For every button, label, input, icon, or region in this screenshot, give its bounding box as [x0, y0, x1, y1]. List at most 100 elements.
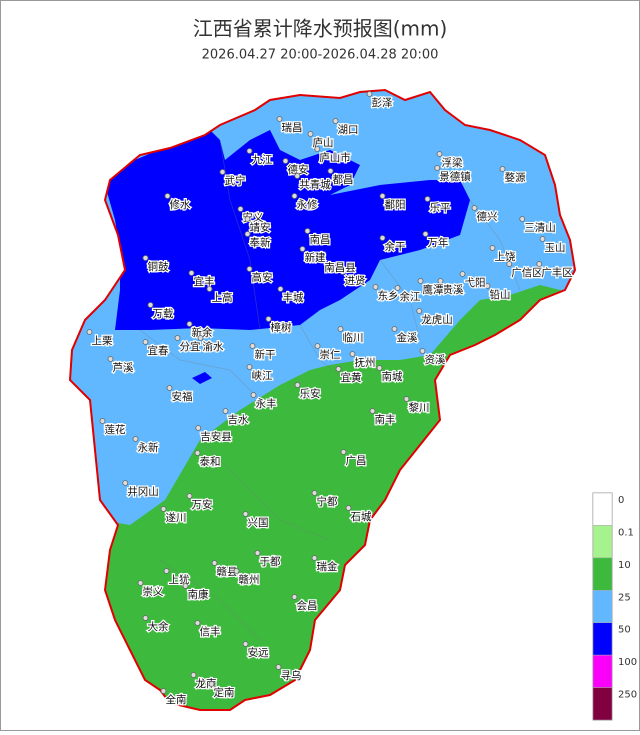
- city-label: 南康: [188, 588, 209, 601]
- city-dot: [332, 118, 339, 124]
- city-dot: [195, 425, 202, 431]
- legend-swatch: [592, 557, 613, 591]
- city-label: 靖安: [250, 221, 271, 234]
- subtitle: 2026.04.27 20:00-2026.04.28 20:00: [202, 48, 439, 63]
- city-label: 安远: [248, 646, 269, 659]
- city-dot: [459, 271, 466, 277]
- city-label: 高安: [252, 271, 273, 284]
- city-dot: [372, 284, 379, 290]
- city-dot: [291, 594, 298, 600]
- city-label: 余干: [385, 240, 406, 253]
- city-label: 德兴: [477, 210, 498, 223]
- city-dot: [122, 480, 129, 486]
- city-dot: [242, 511, 249, 517]
- city-dot: [174, 335, 181, 341]
- city-dot: [186, 493, 193, 499]
- city-label: 新余: [192, 326, 213, 339]
- title: 江西省累计降水预报图(mm): [193, 17, 448, 41]
- city-label: 玉山: [545, 242, 566, 254]
- city-dot: [242, 641, 249, 647]
- city-label: 景德镇: [439, 170, 471, 183]
- city-label: 贵溪: [443, 283, 464, 296]
- city-dot: [489, 245, 496, 251]
- city-label: 永修: [297, 198, 318, 211]
- city-dot: [484, 283, 491, 289]
- legend-label: 100: [618, 657, 637, 668]
- city-dot: [335, 366, 342, 372]
- city-label: 武宁: [225, 174, 246, 187]
- city-label: 安福: [172, 390, 193, 403]
- city-label: 龙虎山: [421, 313, 453, 326]
- city-label: 鹰潭: [423, 283, 444, 296]
- city-dot: [337, 326, 344, 332]
- city-label: 广昌: [346, 455, 367, 467]
- city-label: 南昌: [310, 233, 331, 246]
- legend-label: 0: [618, 495, 624, 506]
- city-label: 上栗: [92, 335, 113, 347]
- city-dot: [424, 196, 431, 202]
- city-dot: [188, 270, 195, 276]
- city-dot: [366, 91, 373, 97]
- city-label: 南昌县: [324, 261, 356, 274]
- city-label: 万年: [428, 236, 449, 249]
- legend: 0 0.1 10 25 50 100 250: [592, 492, 637, 721]
- county-border: [139, 139, 521, 641]
- city-dot: [340, 449, 347, 455]
- city-dot: [434, 165, 441, 171]
- city-label: 奉新: [250, 236, 271, 249]
- city-label: 铅山: [490, 288, 511, 301]
- city-dot: [249, 343, 256, 349]
- city-dot: [471, 205, 478, 211]
- city-label: 于都: [260, 556, 281, 568]
- city-dot: [164, 193, 171, 199]
- city-label: 广信区: [511, 267, 543, 279]
- city-label: 资溪: [425, 354, 446, 366]
- city-dot: [132, 436, 139, 442]
- city-dot: [233, 568, 240, 574]
- city-dot: [246, 266, 253, 272]
- city-label: 赣县: [217, 565, 238, 578]
- city-dot: [403, 396, 410, 402]
- city-label: 鄱阳: [385, 198, 406, 211]
- city-label: 兴国: [248, 517, 269, 529]
- city-label: 石城: [351, 511, 372, 523]
- city-dot: [299, 246, 306, 252]
- city-dot: [142, 255, 149, 261]
- zone-50: [192, 372, 212, 384]
- city-dot: [222, 408, 229, 414]
- city-dot: [314, 343, 321, 349]
- city-dot: [86, 329, 93, 335]
- zone-50: [105, 130, 470, 330]
- city-label: 抚州: [355, 357, 376, 369]
- city-label: 黎川: [409, 401, 430, 414]
- city-dot: [142, 615, 149, 621]
- city-label: 德安: [288, 163, 309, 176]
- legend-label: 50: [618, 625, 631, 636]
- city-dot: [419, 348, 426, 354]
- legend-label: 250: [618, 690, 637, 701]
- city-dot: [345, 505, 352, 511]
- city-label: 渝水: [203, 340, 224, 353]
- city-dot: [208, 681, 215, 687]
- city-dot: [369, 408, 376, 414]
- city-label: 金溪: [397, 331, 418, 344]
- city-dot: [437, 278, 444, 284]
- city-dot: [391, 326, 398, 332]
- city-label: 彭泽: [372, 96, 393, 109]
- city-label: 进贤: [345, 275, 366, 287]
- city-label: 瑞金: [317, 560, 338, 573]
- city-dot: [311, 490, 318, 496]
- city-label: 九江: [252, 154, 273, 166]
- city-label: 宜丰: [194, 275, 215, 288]
- city-label: 共青城: [299, 178, 331, 191]
- city-label: 芦溪: [113, 362, 134, 374]
- city-label: 余江: [400, 290, 421, 303]
- city-dot: [416, 308, 423, 314]
- legend-label: 25: [618, 592, 631, 603]
- city-dot: [394, 285, 401, 291]
- city-label: 瑞昌: [282, 122, 303, 134]
- city-label: 莲花: [105, 423, 126, 436]
- city-label: 会昌: [297, 599, 318, 612]
- city-dot: [291, 193, 298, 199]
